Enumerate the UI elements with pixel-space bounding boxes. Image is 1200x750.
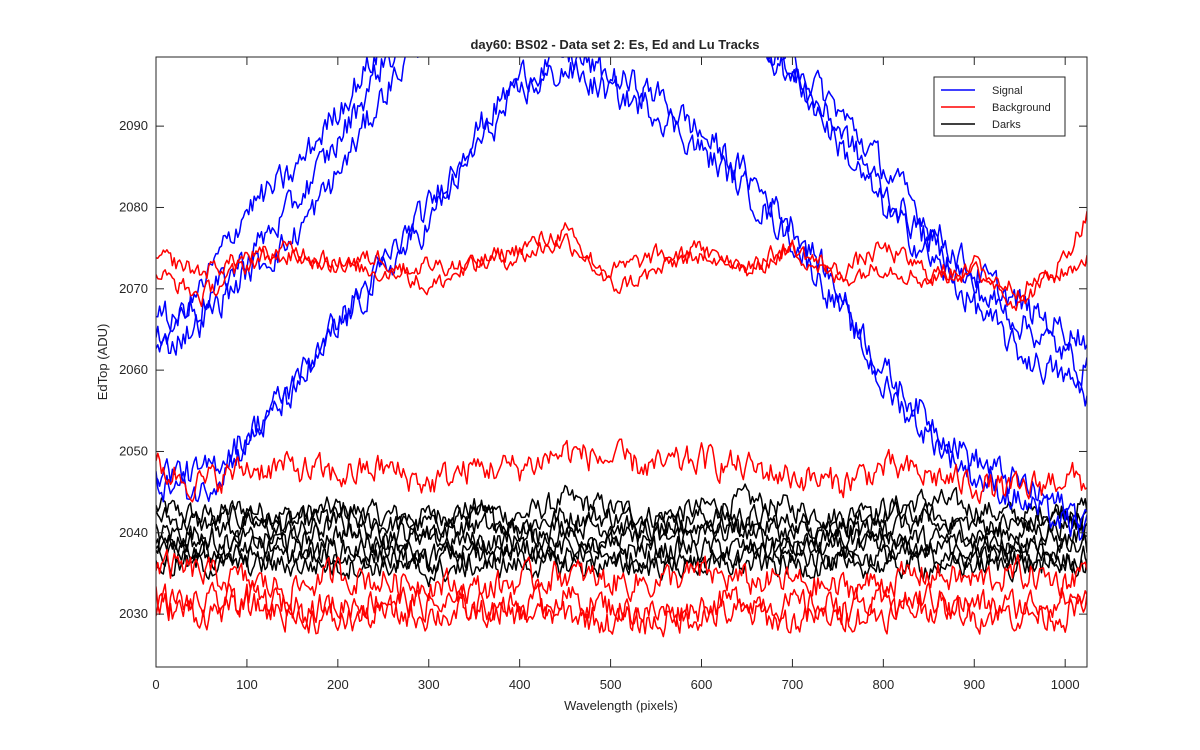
x-tick-label: 900 <box>963 677 985 692</box>
plot-frame <box>155 56 1088 668</box>
x-tick-label: 600 <box>691 677 713 692</box>
series-line-darks-17 <box>156 548 1087 588</box>
y-tick-label: 2050 <box>119 443 148 458</box>
chart-title: day60: BS02 - Data set 2: Es, Ed and Lu … <box>470 37 759 52</box>
series-line-signal-3 <box>156 57 1087 529</box>
series-line-background-6 <box>156 233 1087 308</box>
x-tick-label: 700 <box>782 677 804 692</box>
x-axis-label: Wavelength (pixels) <box>564 698 678 713</box>
y-tick-label: 2030 <box>119 606 148 621</box>
series-line-darks-12 <box>156 501 1087 543</box>
series-line-darks-13 <box>156 507 1087 551</box>
series-layer <box>156 57 1087 638</box>
y-tick-label: 2040 <box>119 525 148 540</box>
y-tick-label: 2080 <box>119 199 148 214</box>
x-tick-label: 1000 <box>1051 677 1080 692</box>
series-line-signal-0 <box>156 57 1087 351</box>
legend: Signal Background Darks <box>933 76 1066 137</box>
series-line-background-10 <box>156 587 1087 638</box>
series-line-darks-11 <box>156 483 1087 531</box>
x-tick-label: 100 <box>236 677 258 692</box>
series-line-darks-16 <box>156 541 1087 575</box>
x-tick-label: 500 <box>600 677 622 692</box>
legend-label-background: Background <box>992 102 1051 114</box>
y-tick-label: 2090 <box>119 118 148 133</box>
series-line-signal-2 <box>156 57 1087 388</box>
series-line-background-8 <box>156 549 1087 611</box>
series-line-background-7 <box>156 438 1087 505</box>
axis-ticks: 0 100 200 300 400 500 600 700 800 900 1000 2030 2040… <box>119 57 1087 692</box>
series-line-background-9 <box>156 580 1087 630</box>
x-tick-label: 200 <box>327 677 349 692</box>
series-line-signal-4 <box>156 59 1087 541</box>
x-tick-label: 400 <box>509 677 531 692</box>
legend-label-signal: Signal <box>992 85 1023 97</box>
x-tick-label: 300 <box>418 677 440 692</box>
y-tick-label: 2070 <box>119 281 148 296</box>
legend-label-darks: Darks <box>992 119 1021 131</box>
x-tick-label: 0 <box>152 677 159 692</box>
y-tick-label: 2060 <box>119 362 148 377</box>
series-line-signal-1 <box>156 57 1087 407</box>
y-axis-label: EdTop (ADU) <box>95 324 110 401</box>
x-tick-label: 800 <box>872 677 894 692</box>
